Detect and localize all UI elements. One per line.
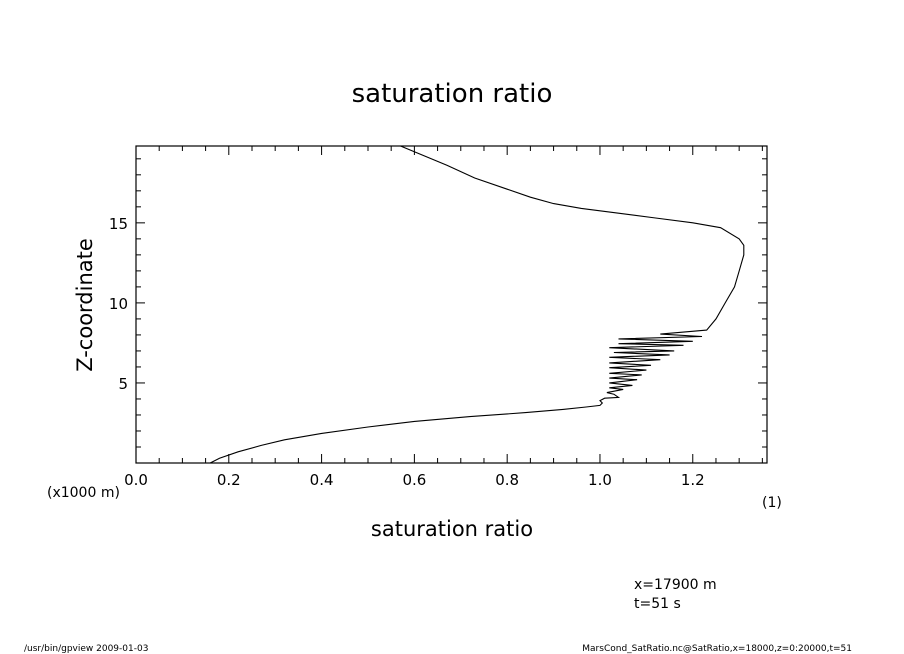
x-position-annotation: x=17900 m: [634, 577, 717, 593]
footer-left: /usr/bin/gpview 2009-01-03: [24, 644, 148, 654]
time-annotation: t=51 s: [634, 596, 681, 612]
x-tick-label: 0.4: [310, 471, 334, 489]
x-tick-label: 0.8: [495, 471, 519, 489]
x-tick-label: 0.6: [402, 471, 426, 489]
axis-tick-labels: 0.0 0.2 0.4 0.6 0.8 1.0 1.2 5 10 15: [109, 215, 705, 489]
x-tick-label: 0.2: [217, 471, 241, 489]
y-unit-label: (x1000 m): [47, 485, 120, 501]
x-tick-label: 0.0: [124, 471, 148, 489]
x-tick-label: 1.2: [681, 471, 705, 489]
y-tick-label: 10: [109, 295, 128, 313]
x-unit-label: (1): [762, 495, 782, 511]
y-tick-label: 5: [118, 375, 128, 393]
axis-ticks: [135, 146, 767, 463]
x-tick-label: 1.0: [588, 471, 612, 489]
chart-title: saturation ratio: [352, 79, 553, 109]
series-line: [209, 145, 745, 464]
y-axis-label: Z-coordinate: [73, 238, 97, 372]
y-tick-label: 15: [109, 215, 128, 233]
footer-right: MarsCond_SatRatio.nc@SatRatio,x=18000,z=…: [582, 644, 852, 654]
plot-frame: [135, 145, 768, 464]
x-axis-label: saturation ratio: [371, 517, 533, 541]
